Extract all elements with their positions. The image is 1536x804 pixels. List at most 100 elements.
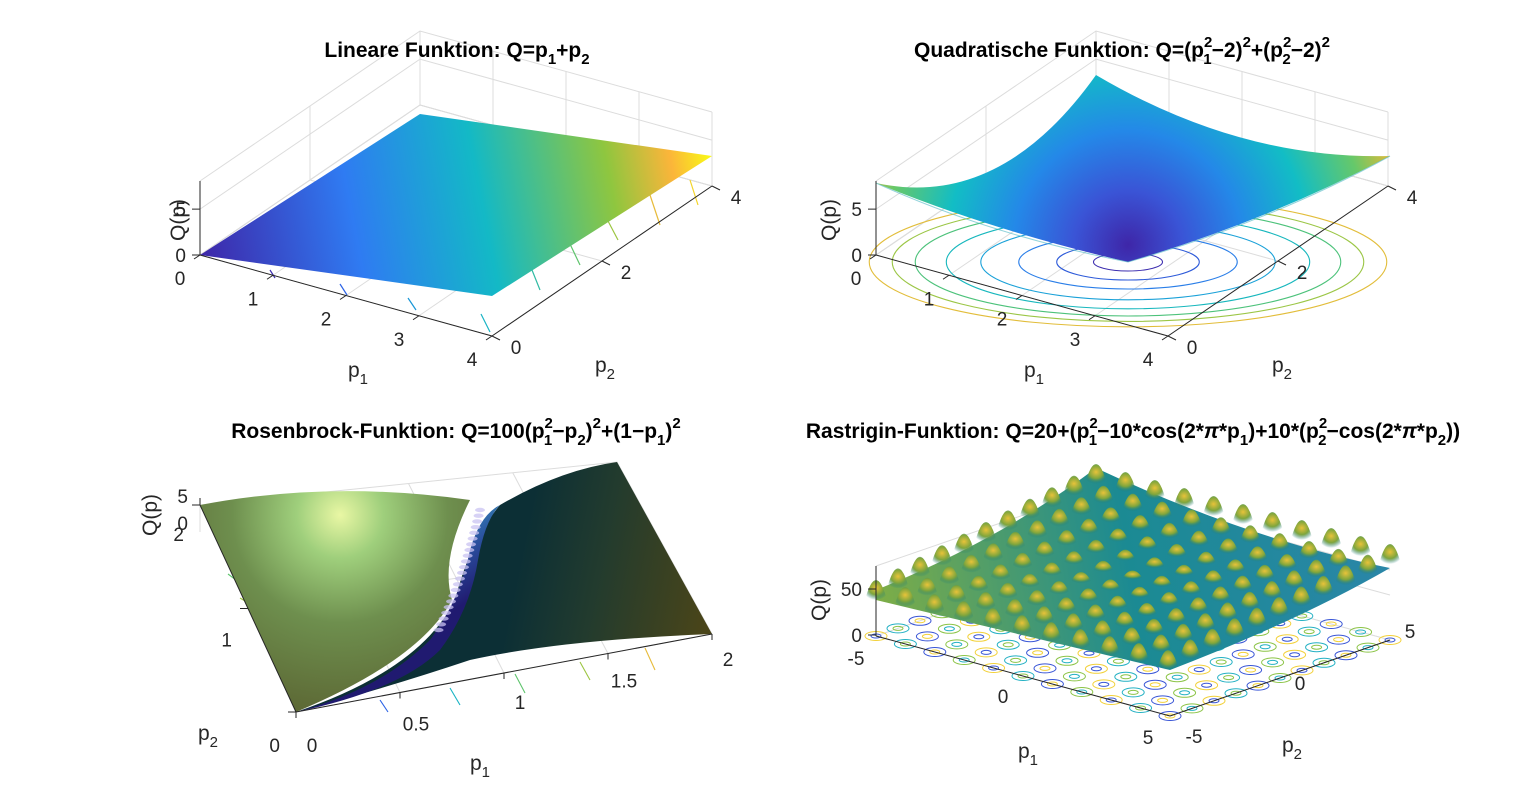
y-axis-label: p2 [1272, 354, 1292, 383]
contour-ring [1340, 652, 1352, 658]
contour-ring [1127, 689, 1139, 695]
contour-line [480, 313, 491, 333]
surface-peak [1165, 543, 1188, 558]
surface-peak [1253, 564, 1276, 581]
surface-peak [1107, 528, 1130, 542]
surface-peak [1041, 487, 1063, 508]
contour-ring [1017, 673, 1029, 679]
surface-peak [1149, 634, 1172, 653]
y-axis-line [1169, 639, 1391, 717]
contour-ring [1259, 644, 1271, 650]
contour-ring [951, 641, 963, 647]
surface-peak [981, 608, 1004, 628]
z-axis-label: Q(p) [808, 579, 831, 621]
surface-peak [1238, 591, 1261, 610]
surface-peak [1298, 541, 1321, 559]
surface-peak [1290, 586, 1313, 607]
surface-peak [1217, 538, 1240, 554]
surface-peak [1069, 629, 1092, 649]
valley-ripple [454, 576, 465, 581]
surface-peak [1180, 509, 1203, 528]
surface-peak [1268, 597, 1290, 617]
chart-title-4: Rastrigin-Funktion: Q=20+(p2 1−10*cos(2*π… [806, 415, 1460, 449]
contour-ring [1289, 652, 1301, 658]
y-axis-label: p2 [198, 722, 218, 751]
contour-ring [1209, 657, 1233, 667]
surface-peak [887, 568, 909, 589]
x-tick-label: 2 [723, 650, 734, 671]
contour-ring [1356, 642, 1380, 653]
valley-ripple [450, 587, 461, 593]
x-tick-label: 2 [997, 310, 1008, 331]
surface-peak [923, 594, 946, 614]
surface-peak [1121, 570, 1144, 580]
contour-ring [1135, 705, 1147, 711]
surface-peak [1201, 628, 1224, 649]
valley-ripple [466, 542, 477, 547]
contour-ring [937, 623, 961, 634]
surface-peak [982, 543, 1005, 561]
y-tick [601, 260, 611, 266]
z-tick-label: 0 [851, 626, 862, 647]
y-tick-label: 2 [621, 263, 632, 284]
z-tick-label: 5 [177, 487, 188, 508]
surface-peak [1113, 611, 1136, 628]
y-tick-label: 0 [1187, 338, 1198, 359]
z-tick-label: 0 [175, 246, 186, 267]
contour-ring [1173, 687, 1197, 698]
surface-peak [1127, 643, 1150, 663]
contour-ring [1010, 657, 1022, 663]
surface-peak [1114, 472, 1137, 492]
contour-ring [1349, 627, 1373, 637]
chart-title-3: Rosenbrock-Funktion: Q=100(p2 1−p2)2+(1−p… [231, 415, 680, 449]
surface-peak [1209, 586, 1232, 602]
surface-peak [1018, 573, 1041, 588]
contour-ring [1201, 682, 1213, 688]
x-tick-label: 4 [467, 350, 478, 371]
contour-ring [1157, 697, 1169, 703]
surface-peak [1349, 536, 1372, 556]
contour-ring [1114, 671, 1138, 682]
contour-line [449, 687, 461, 706]
surface-peak [1062, 613, 1085, 631]
x-tick-label: 1 [248, 289, 259, 310]
valley-ripple [464, 547, 475, 553]
surface-peak [1055, 530, 1078, 546]
surface-valley [296, 505, 500, 712]
x-tick [869, 254, 877, 260]
axis-lines-2: 0 1 2 3 4 0 2 4 0 5 p1 p2 Q(p) [818, 181, 1418, 388]
surface-peak [996, 582, 1019, 599]
y-tick [1387, 185, 1397, 191]
valley-ripple [472, 519, 483, 524]
contour-ring [1311, 644, 1323, 650]
surface-peak [1128, 586, 1151, 598]
valley-ripple [441, 610, 452, 616]
contour-ring [973, 634, 985, 640]
surface-peak [1209, 517, 1232, 536]
axis-lines-1: 0 1 2 3 4 0 2 4 0 5 p1 p2 Q(p) [167, 181, 742, 388]
surface-peak [1098, 636, 1121, 656]
contour-ring [1083, 650, 1095, 656]
surface-peak [1063, 475, 1085, 496]
contour-ring [1092, 679, 1116, 690]
contour-ring [1032, 650, 1044, 656]
z-axis-label: Q(p) [139, 494, 162, 536]
surface-peak [1268, 533, 1291, 551]
contour-ring [1318, 660, 1330, 666]
surface-peak [1202, 496, 1225, 516]
contour-ring [1158, 711, 1182, 721]
surface-peak [1143, 480, 1166, 500]
z-grid-line [875, 58, 1389, 210]
y-tick [1167, 335, 1177, 341]
y-tick-label: 5 [1405, 622, 1416, 643]
contour-line [579, 661, 591, 681]
contour-ring [1217, 672, 1241, 683]
y-tick-label: 1 [221, 631, 232, 652]
contour-ring [1151, 695, 1175, 706]
surface-peak [1195, 551, 1218, 565]
contour-ring [908, 615, 932, 626]
surface-peak [1048, 508, 1071, 527]
contour-ring [1004, 655, 1028, 666]
